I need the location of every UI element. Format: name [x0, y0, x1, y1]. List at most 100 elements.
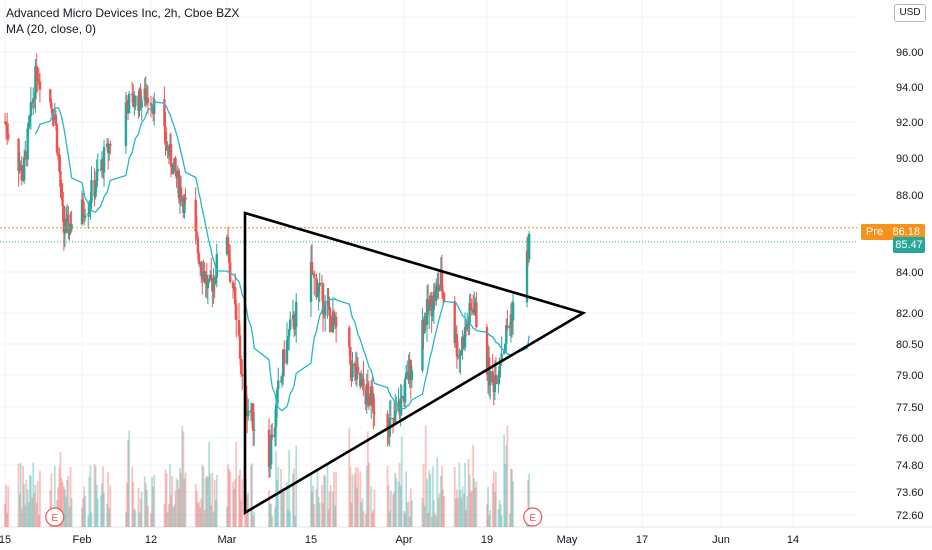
volume-bar: [62, 486, 65, 527]
volume-bar: [409, 488, 412, 527]
volume-bar: [174, 490, 177, 527]
volume-bar: [93, 463, 96, 527]
volume-bar: [455, 489, 458, 527]
candle-body: [455, 334, 459, 357]
volume-bar: [351, 474, 354, 527]
volume-bar: [180, 473, 182, 527]
candle-body: [60, 186, 63, 192]
earnings-marker[interactable]: E: [45, 507, 65, 527]
volume-bar: [489, 510, 492, 527]
symbol-title[interactable]: Advanced Micro Devices Inc, 2h, Cboe BZX: [6, 6, 240, 20]
volume-bar: [491, 483, 494, 527]
volume-bar: [277, 466, 280, 527]
candle-body: [7, 134, 10, 139]
candle-body: [134, 95, 137, 107]
volume-bar: [323, 474, 325, 527]
candle-body: [283, 349, 286, 364]
symmetrical-triangle-drawing[interactable]: [243, 211, 587, 515]
volume-bar: [280, 468, 282, 527]
volume-bar: [250, 465, 252, 527]
volume-bar: [108, 508, 111, 527]
volume-bar: [253, 511, 256, 527]
volume-bar: [499, 504, 502, 527]
candle-body: [359, 372, 362, 387]
candle-body: [62, 205, 66, 233]
volume-bar: [50, 473, 53, 527]
volume-bar: [212, 511, 215, 527]
volume-bar: [400, 436, 403, 527]
candle-body: [494, 375, 498, 385]
candle-body: [349, 347, 352, 365]
volume-bar: [234, 478, 237, 527]
candle-body: [61, 191, 64, 206]
candle-body: [421, 320, 424, 371]
volume-bar: [470, 490, 473, 527]
volume-bar: [368, 462, 370, 527]
volume-bar: [421, 497, 424, 527]
volume-bar: [466, 496, 469, 527]
candle-body: [51, 108, 54, 116]
candle-body: [172, 163, 175, 175]
earnings-marker[interactable]: E: [523, 507, 543, 527]
volume-bar: [487, 487, 489, 527]
volume-bar: [495, 472, 497, 527]
volume-bar: [486, 504, 488, 527]
volume-bar: [172, 506, 175, 527]
candle-body: [125, 102, 129, 105]
candle-body: [56, 152, 60, 155]
candle-body: [239, 358, 243, 375]
volume-bar: [194, 484, 197, 527]
volume-bar: [423, 505, 426, 527]
volume-bar: [403, 510, 405, 527]
candle-body: [440, 271, 444, 292]
volume-bar: [528, 473, 531, 527]
volume-bar: [286, 482, 288, 527]
candle-body: [194, 199, 197, 232]
volume-bar: [398, 462, 401, 527]
volume-bar: [365, 465, 368, 527]
volume-bar: [170, 495, 172, 527]
volume-bar: [68, 506, 71, 527]
volume-bar: [370, 486, 373, 527]
volume-bar: [453, 467, 456, 527]
volume-bar: [163, 504, 166, 527]
candle-body: [328, 306, 331, 316]
time-tick-label: 12: [145, 534, 157, 546]
earnings-marker-label: E: [529, 513, 536, 524]
candle-body: [386, 413, 389, 432]
volume-bar: [504, 464, 507, 527]
candle-body: [58, 154, 61, 172]
earnings-marker-circle: [523, 507, 543, 527]
volume-bar: [183, 478, 186, 527]
candle-body: [231, 282, 235, 288]
indicator-label[interactable]: MA (20, close, 0): [6, 22, 97, 36]
volume-bar: [468, 474, 471, 527]
volume-bar: [206, 477, 209, 527]
candle-body: [395, 410, 398, 412]
candle-body: [170, 166, 174, 175]
candle-body: [169, 144, 173, 167]
volume-bar: [350, 502, 353, 527]
volume-bar: [270, 503, 273, 527]
volume-bar: [492, 470, 495, 527]
candle-body: [28, 116, 31, 123]
volume-bar: [145, 489, 148, 527]
volume-bar: [268, 490, 270, 527]
volume-bar: [88, 476, 91, 527]
price-tick-label: 77.50: [896, 402, 924, 414]
candle-body: [36, 78, 39, 81]
candle-body: [321, 283, 325, 315]
price-tick-label: 79.00: [896, 370, 924, 382]
volume-bar: [295, 445, 298, 527]
candle-body: [52, 115, 55, 121]
volume-bar: [140, 491, 143, 527]
candle-body: [289, 319, 292, 330]
candle-body: [237, 320, 241, 336]
candle-body: [469, 303, 472, 309]
price-tick-label: 82.00: [896, 308, 924, 320]
currency-button[interactable]: USD: [894, 4, 926, 22]
volume-bar: [96, 498, 99, 527]
candle-body: [351, 363, 354, 378]
